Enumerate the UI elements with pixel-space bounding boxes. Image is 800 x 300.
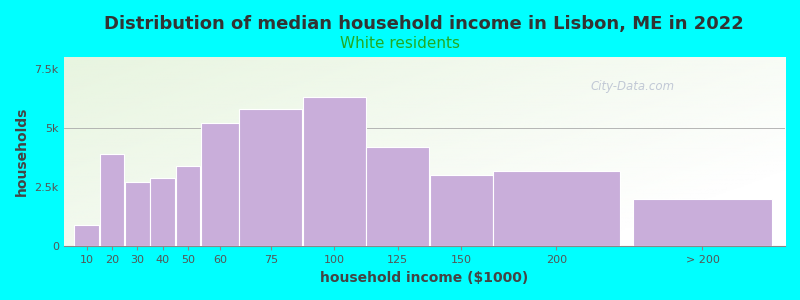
Bar [239, 109, 302, 246]
Title: Distribution of median household income in Lisbon, ME in 2022: Distribution of median household income … [105, 15, 744, 33]
Bar [125, 182, 150, 246]
Bar [366, 147, 429, 246]
Text: White residents: White residents [340, 36, 460, 51]
Bar [150, 178, 175, 246]
Bar [633, 199, 772, 246]
Y-axis label: households: households [15, 107, 29, 196]
Bar [494, 171, 619, 246]
Bar [100, 154, 124, 246]
Bar [302, 97, 366, 246]
X-axis label: household income ($1000): household income ($1000) [320, 271, 529, 285]
Bar [202, 123, 238, 246]
Bar [74, 225, 99, 246]
Bar [176, 166, 201, 246]
Bar [430, 175, 493, 246]
Text: City-Data.com: City-Data.com [590, 80, 674, 92]
